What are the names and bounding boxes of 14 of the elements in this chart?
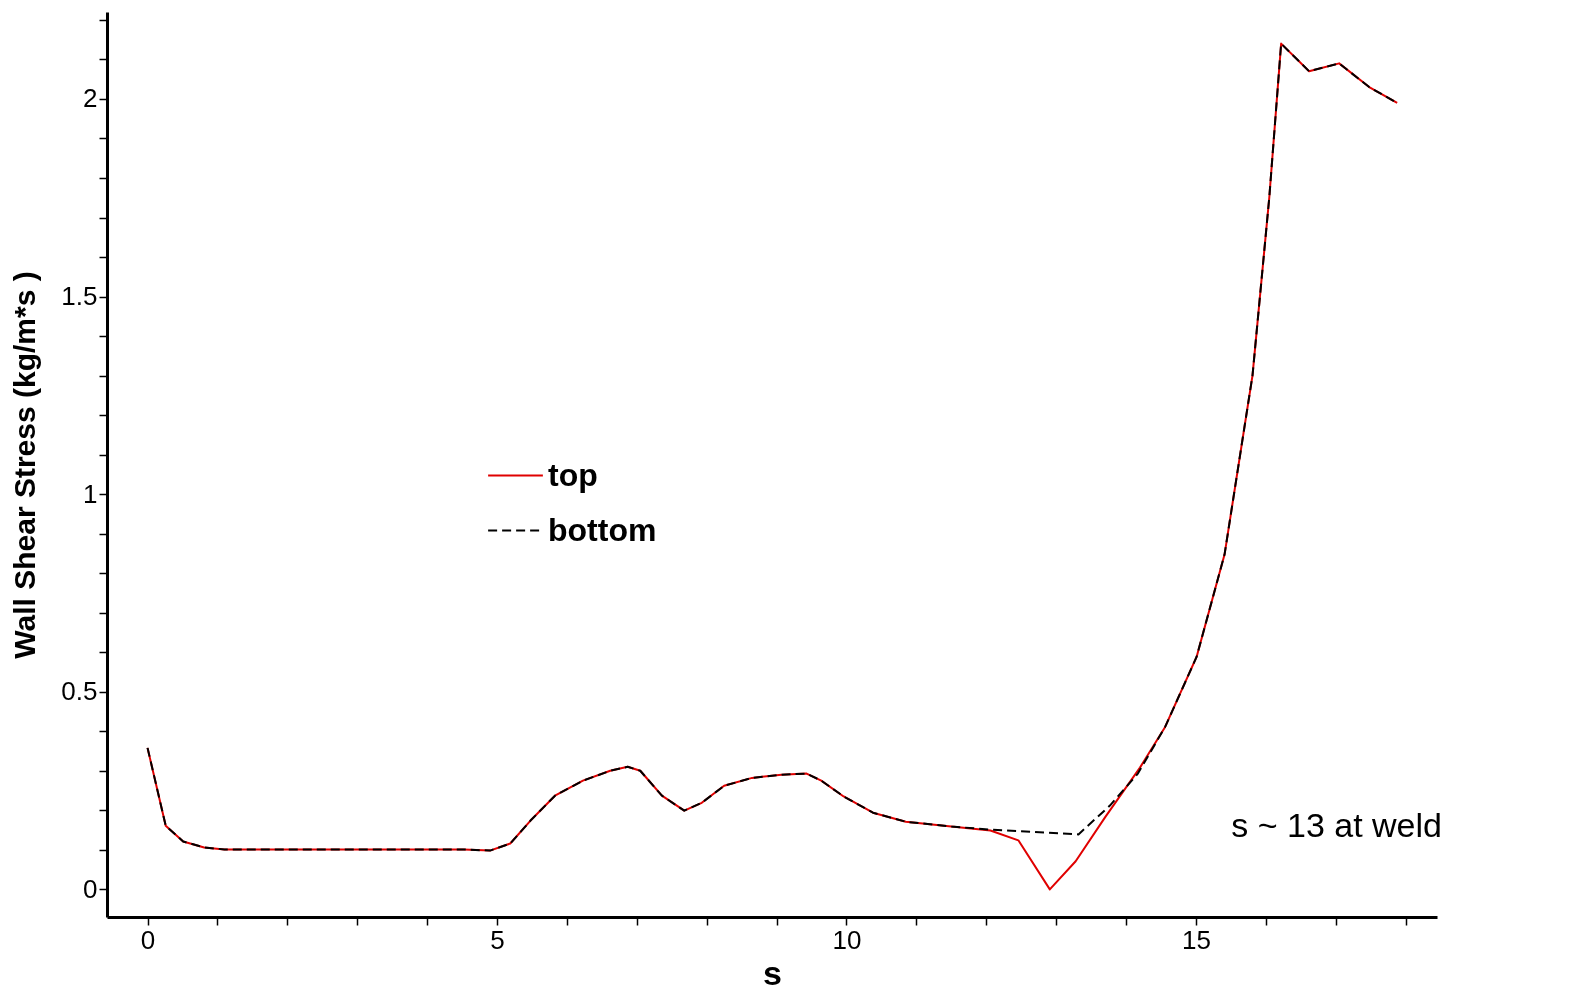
annotation: s ~ 13 at weld	[1231, 806, 1442, 844]
x-axis-title: s	[763, 953, 782, 992]
legend-label: bottom	[548, 511, 657, 548]
y-tick-label: 0.5	[61, 676, 98, 707]
y-axis-title: Wall Shear Stress (kg/m*s )	[8, 271, 42, 659]
x-tick-label: 0	[140, 924, 156, 955]
x-tick-label: 5	[490, 924, 505, 955]
x-tick-label: 15	[1181, 924, 1211, 955]
y-tick-label: 1.5	[61, 281, 98, 312]
legend-label: top	[548, 456, 598, 493]
y-tick-label: 2	[83, 83, 98, 114]
x-tick-label: 10	[832, 924, 862, 955]
y-tick-label: 0	[83, 873, 98, 904]
y-tick-label: 1	[83, 478, 98, 509]
